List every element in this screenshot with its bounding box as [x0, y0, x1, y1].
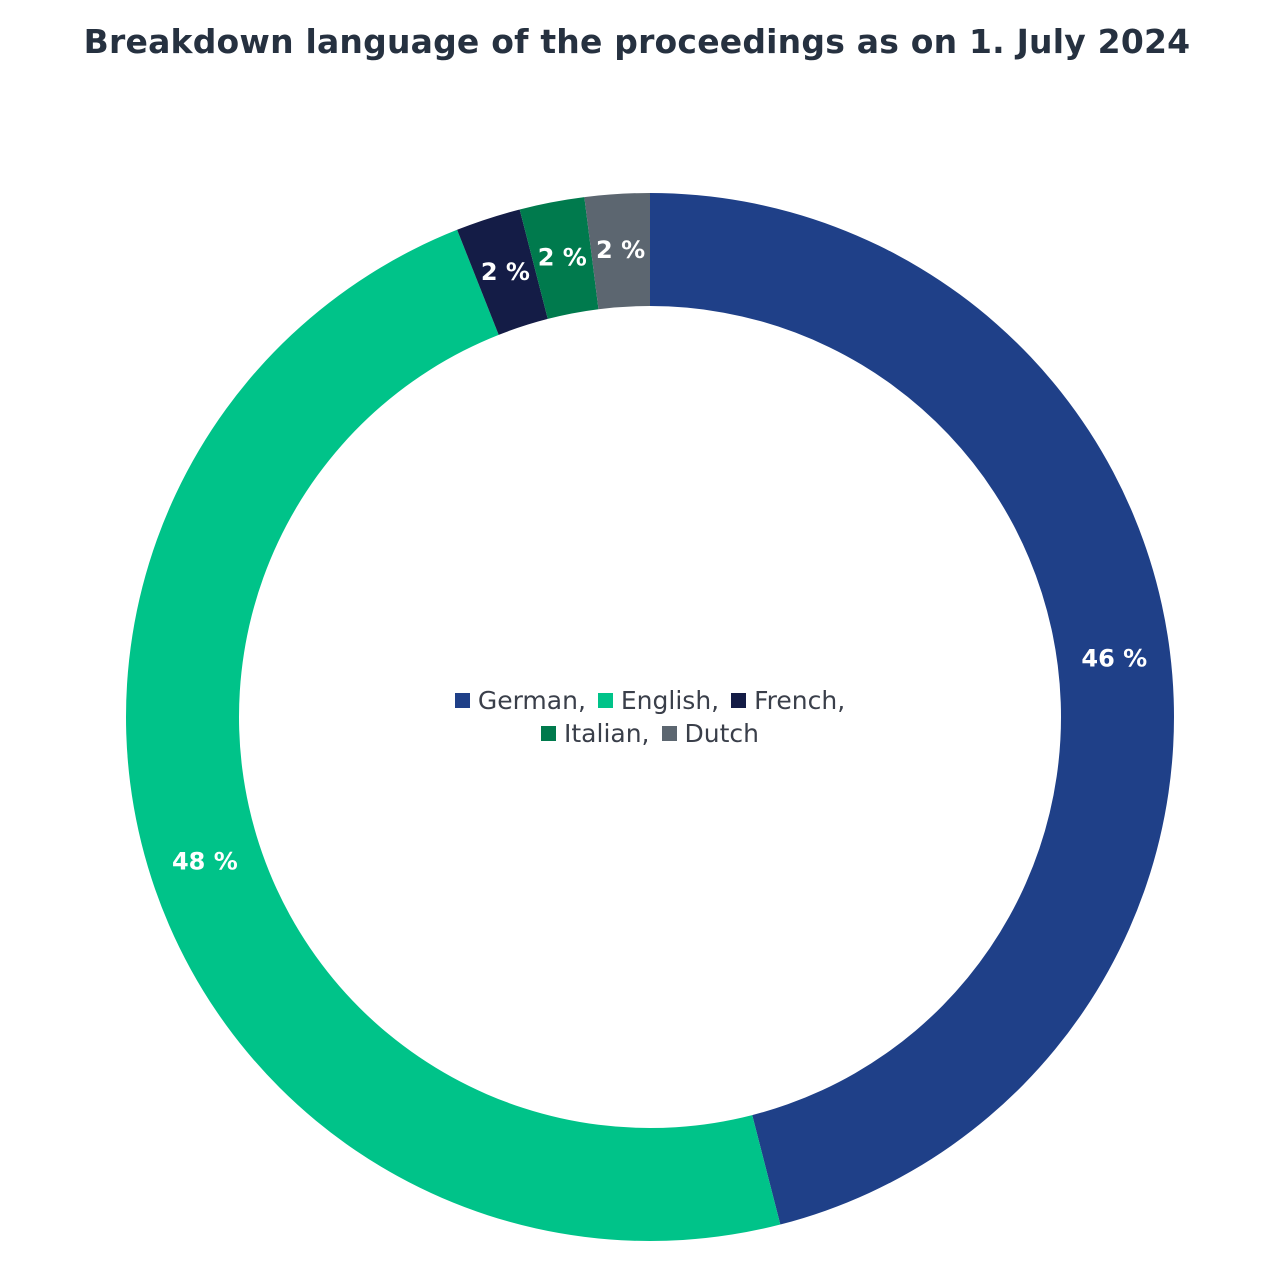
- donut-slice-french[interactable]: [457, 209, 548, 335]
- donut-slice-italian[interactable]: [519, 197, 599, 319]
- slice-label-dutch: 2 %: [596, 236, 645, 264]
- legend-item-english[interactable]: English,: [597, 686, 720, 715]
- legend-label-english: English,: [620, 686, 720, 715]
- legend-label-italian: Italian,: [564, 719, 650, 748]
- legend-label-french: French,: [754, 686, 846, 715]
- slice-label-german: 46 %: [1081, 644, 1147, 672]
- legend-swatch-italian: [541, 726, 556, 741]
- legend-item-french[interactable]: French,: [731, 686, 845, 715]
- slice-label-english: 48 %: [172, 848, 238, 876]
- chart-legend: German, English, French, Italian, Dutch: [420, 686, 880, 748]
- legend-item-dutch[interactable]: Dutch: [661, 719, 760, 748]
- slice-label-french: 2 %: [481, 258, 530, 286]
- legend-swatch-english: [597, 693, 613, 708]
- legend-label-german: German,: [477, 686, 586, 715]
- donut-slices: [125, 193, 1175, 1242]
- donut-slice-english[interactable]: [125, 229, 781, 1242]
- donut-value-labels: 46 % 48 % 2 % 2 % 2 %: [172, 236, 1147, 876]
- chart-title: Breakdown language of the proceedings as…: [83, 22, 1191, 61]
- legend-item-german[interactable]: German,: [454, 686, 586, 715]
- donut-slice-dutch[interactable]: [584, 193, 650, 310]
- legend-swatch-german: [454, 693, 470, 708]
- donut-slice-german[interactable]: [650, 193, 1175, 1225]
- legend-label-dutch: Dutch: [684, 719, 760, 748]
- slice-label-italian: 2 %: [538, 243, 587, 271]
- legend-swatch-french: [731, 693, 747, 708]
- legend-swatch-dutch: [661, 726, 677, 741]
- legend-item-italian[interactable]: Italian,: [541, 719, 650, 748]
